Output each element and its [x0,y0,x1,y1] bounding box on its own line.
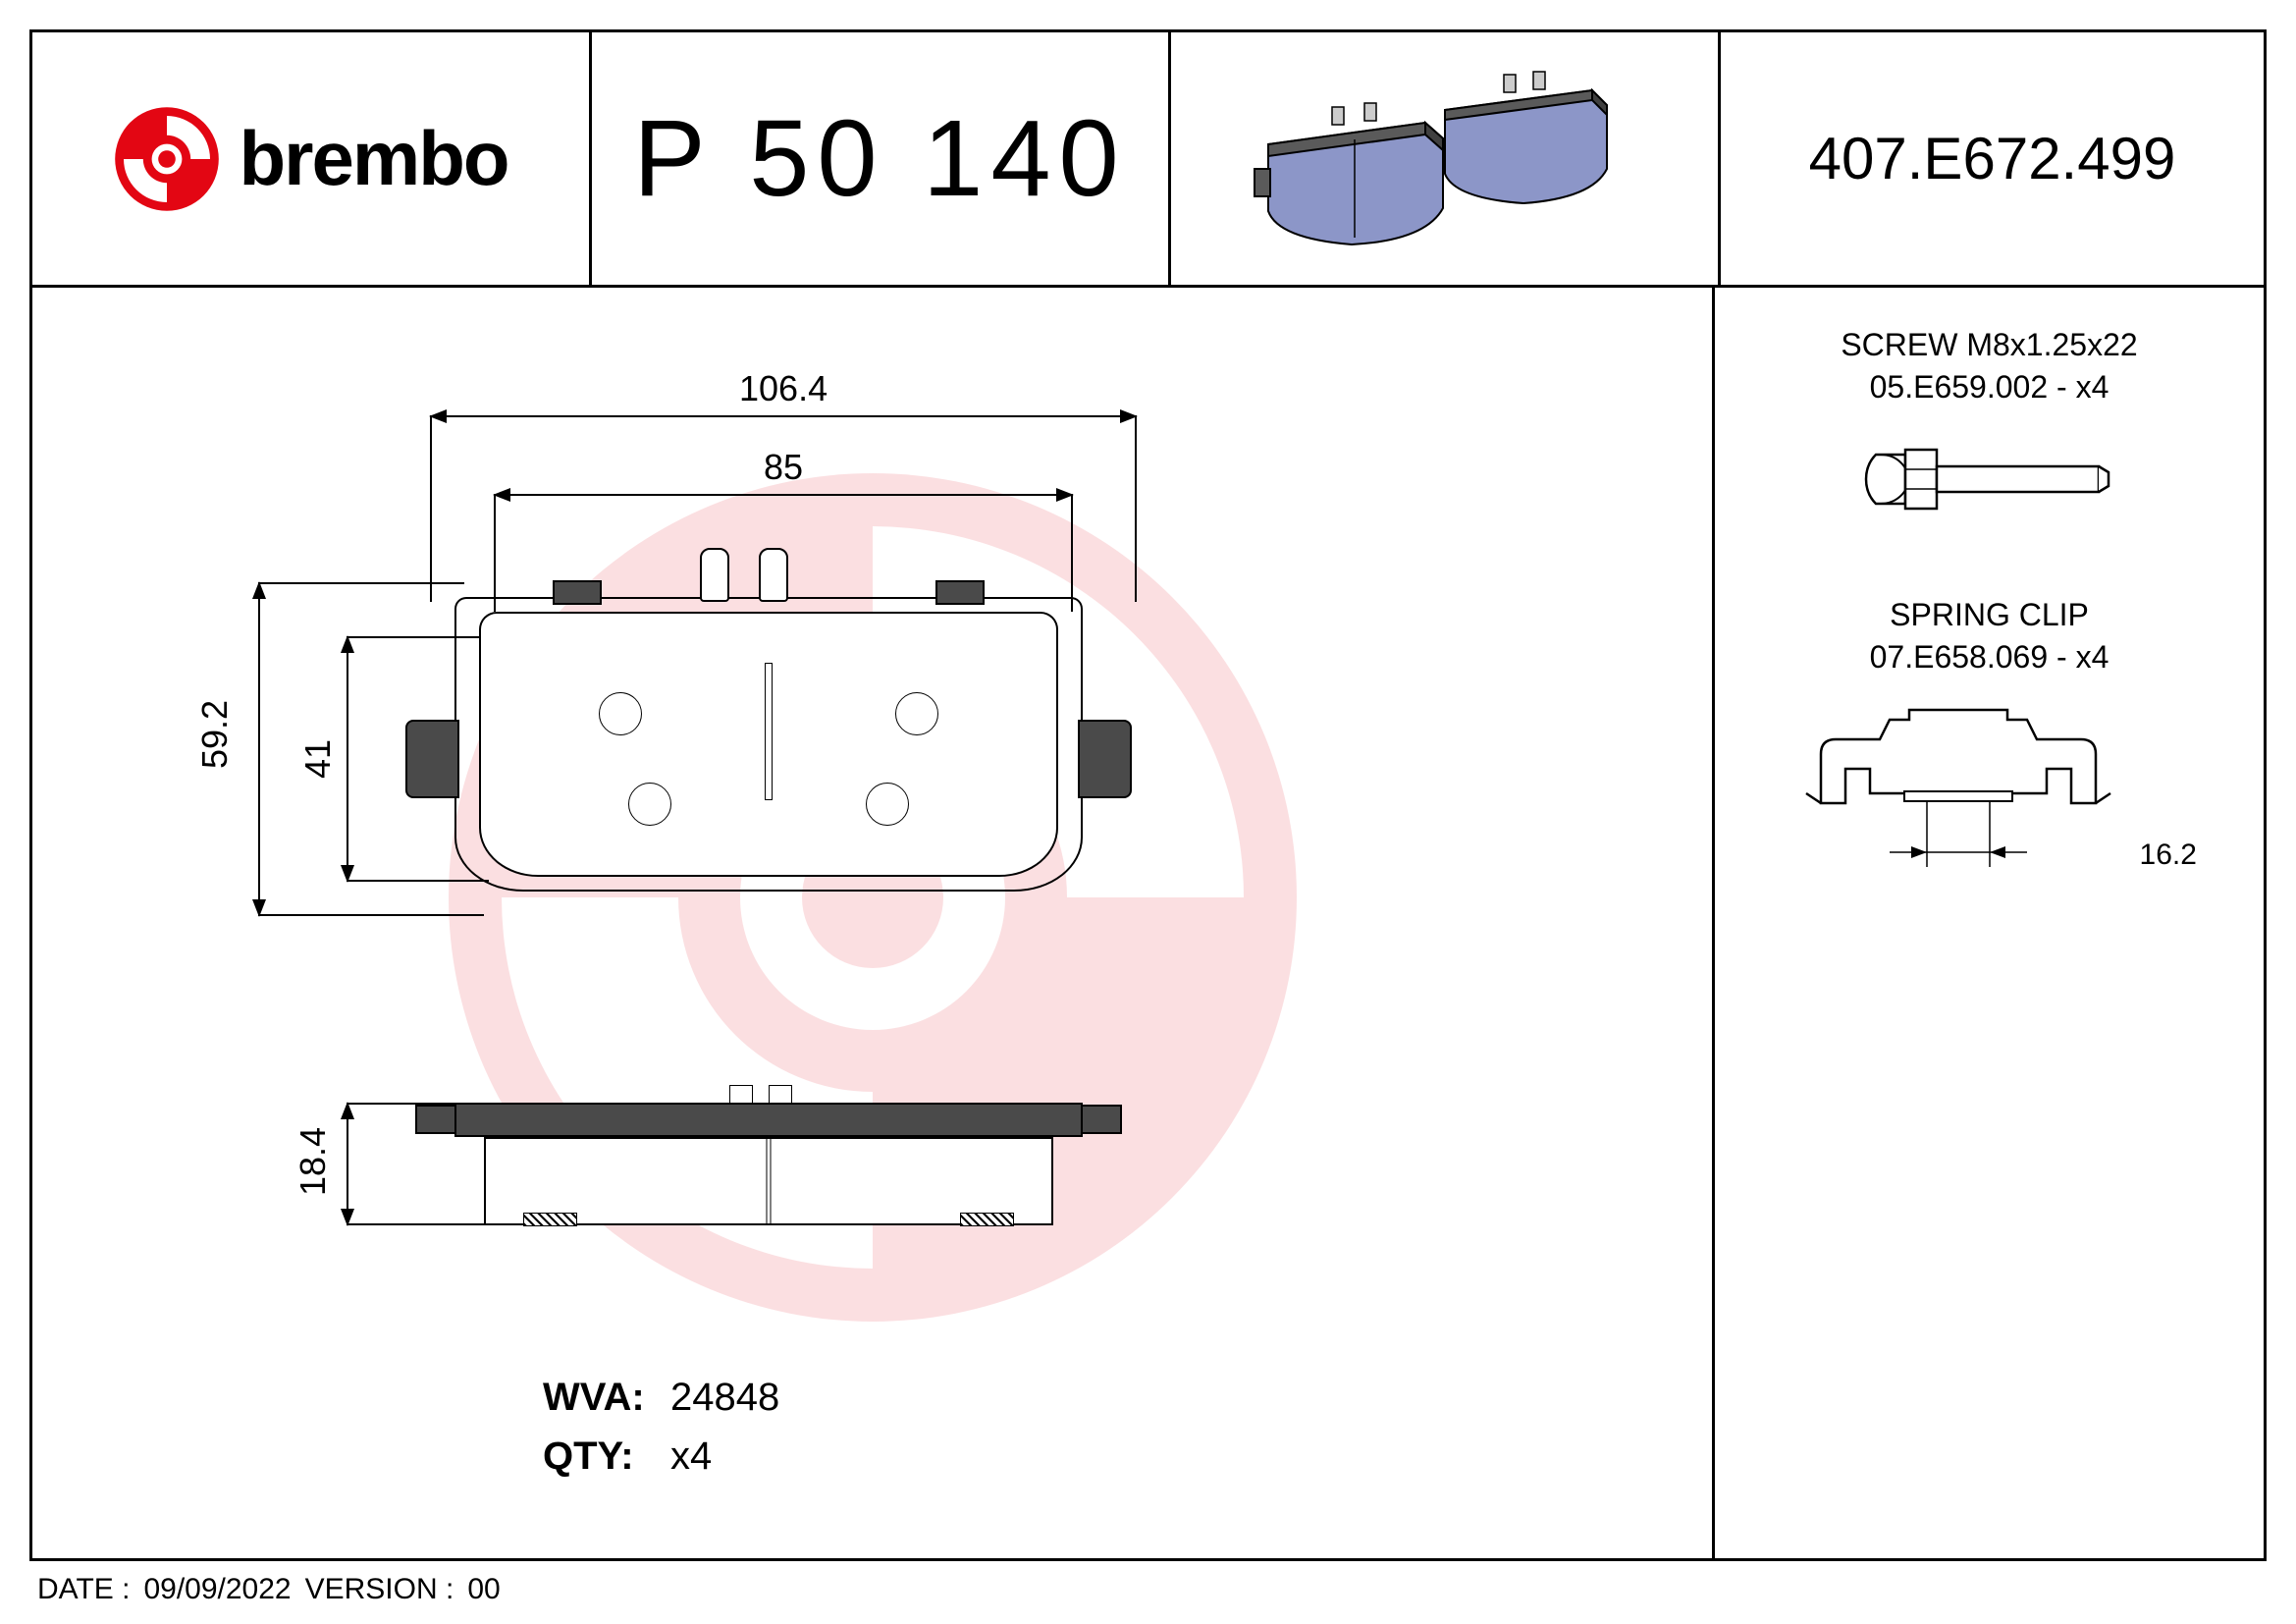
screw-code: 05.E659.002 - x4 [1841,369,2137,406]
screw-title: SCREW M8x1.25x22 [1841,327,2137,363]
drawing-content: 106.4 85 59.2 41 [32,288,1712,1558]
dim-width-inner: 85 [764,447,803,488]
date-label: DATE : [37,1573,130,1606]
version-label: VERSION : [305,1573,454,1606]
dim-thickness: 18.4 [293,1127,334,1196]
reference-code: 407.E672.499 [1809,125,2176,192]
dim-height-overall: 59.2 [194,700,236,769]
screw-icon [1861,425,2116,533]
dim-height-inner: 41 [297,739,339,779]
info-block: WVA: 24848 QTY: x4 [543,1368,779,1486]
body-area: 106.4 85 59.2 41 [32,288,2264,1558]
part-number-cell: P 50 140 [592,32,1171,285]
accessories-panel: SCREW M8x1.25x22 05.E659.002 - x4 SPRING… [1715,288,2264,1558]
screw-accessory: SCREW M8x1.25x22 05.E659.002 - x4 [1841,327,2137,538]
spring-clip-code: 07.E658.069 - x4 [1782,639,2197,676]
main-drawing-area: 106.4 85 59.2 41 [32,288,1715,1558]
spring-clip-accessory: SPRING CLIP 07.E658.069 - x4 16.2 [1782,597,2197,899]
reference-code-cell: 407.E672.499 [1721,32,2264,285]
ext-line [1135,415,1137,602]
brake-pad-side-view [425,1103,1112,1230]
wva-row: WVA: 24848 [543,1368,779,1427]
brembo-logo: brembo [113,105,507,213]
dim-line-height-inner [347,636,348,882]
wva-value: 24848 [670,1368,779,1427]
drawing-frame: brembo P 50 140 [29,29,2267,1561]
dim-width-overall: 106.4 [739,368,828,409]
version-value: 00 [467,1573,500,1606]
brand-name: brembo [239,114,507,203]
iso-view-cell [1171,32,1721,285]
dim-line-thickness [347,1103,348,1225]
wva-label: WVA: [543,1368,670,1427]
qty-row: QTY: x4 [543,1427,779,1486]
brake-pad-iso-icon [1229,61,1661,257]
part-number: P 50 140 [633,96,1126,221]
brake-pad-front-view [425,563,1112,896]
logo-cell: brembo [32,32,592,285]
header-row: brembo P 50 140 [32,32,2264,288]
ext-line [258,914,484,916]
dim-line-width-overall [430,415,1137,417]
qty-label: QTY: [543,1427,670,1486]
footer: DATE : 09/09/2022 VERSION : 00 [37,1573,501,1606]
spring-clip-icon [1782,695,2135,892]
spring-clip-title: SPRING CLIP [1782,597,2197,633]
brembo-mark-icon [113,105,221,213]
qty-value: x4 [670,1427,712,1486]
dim-clip-width: 16.2 [2140,839,2197,871]
date-value: 09/09/2022 [143,1573,291,1606]
dim-line-height-overall [258,582,260,916]
dim-line-width-inner [494,494,1073,496]
